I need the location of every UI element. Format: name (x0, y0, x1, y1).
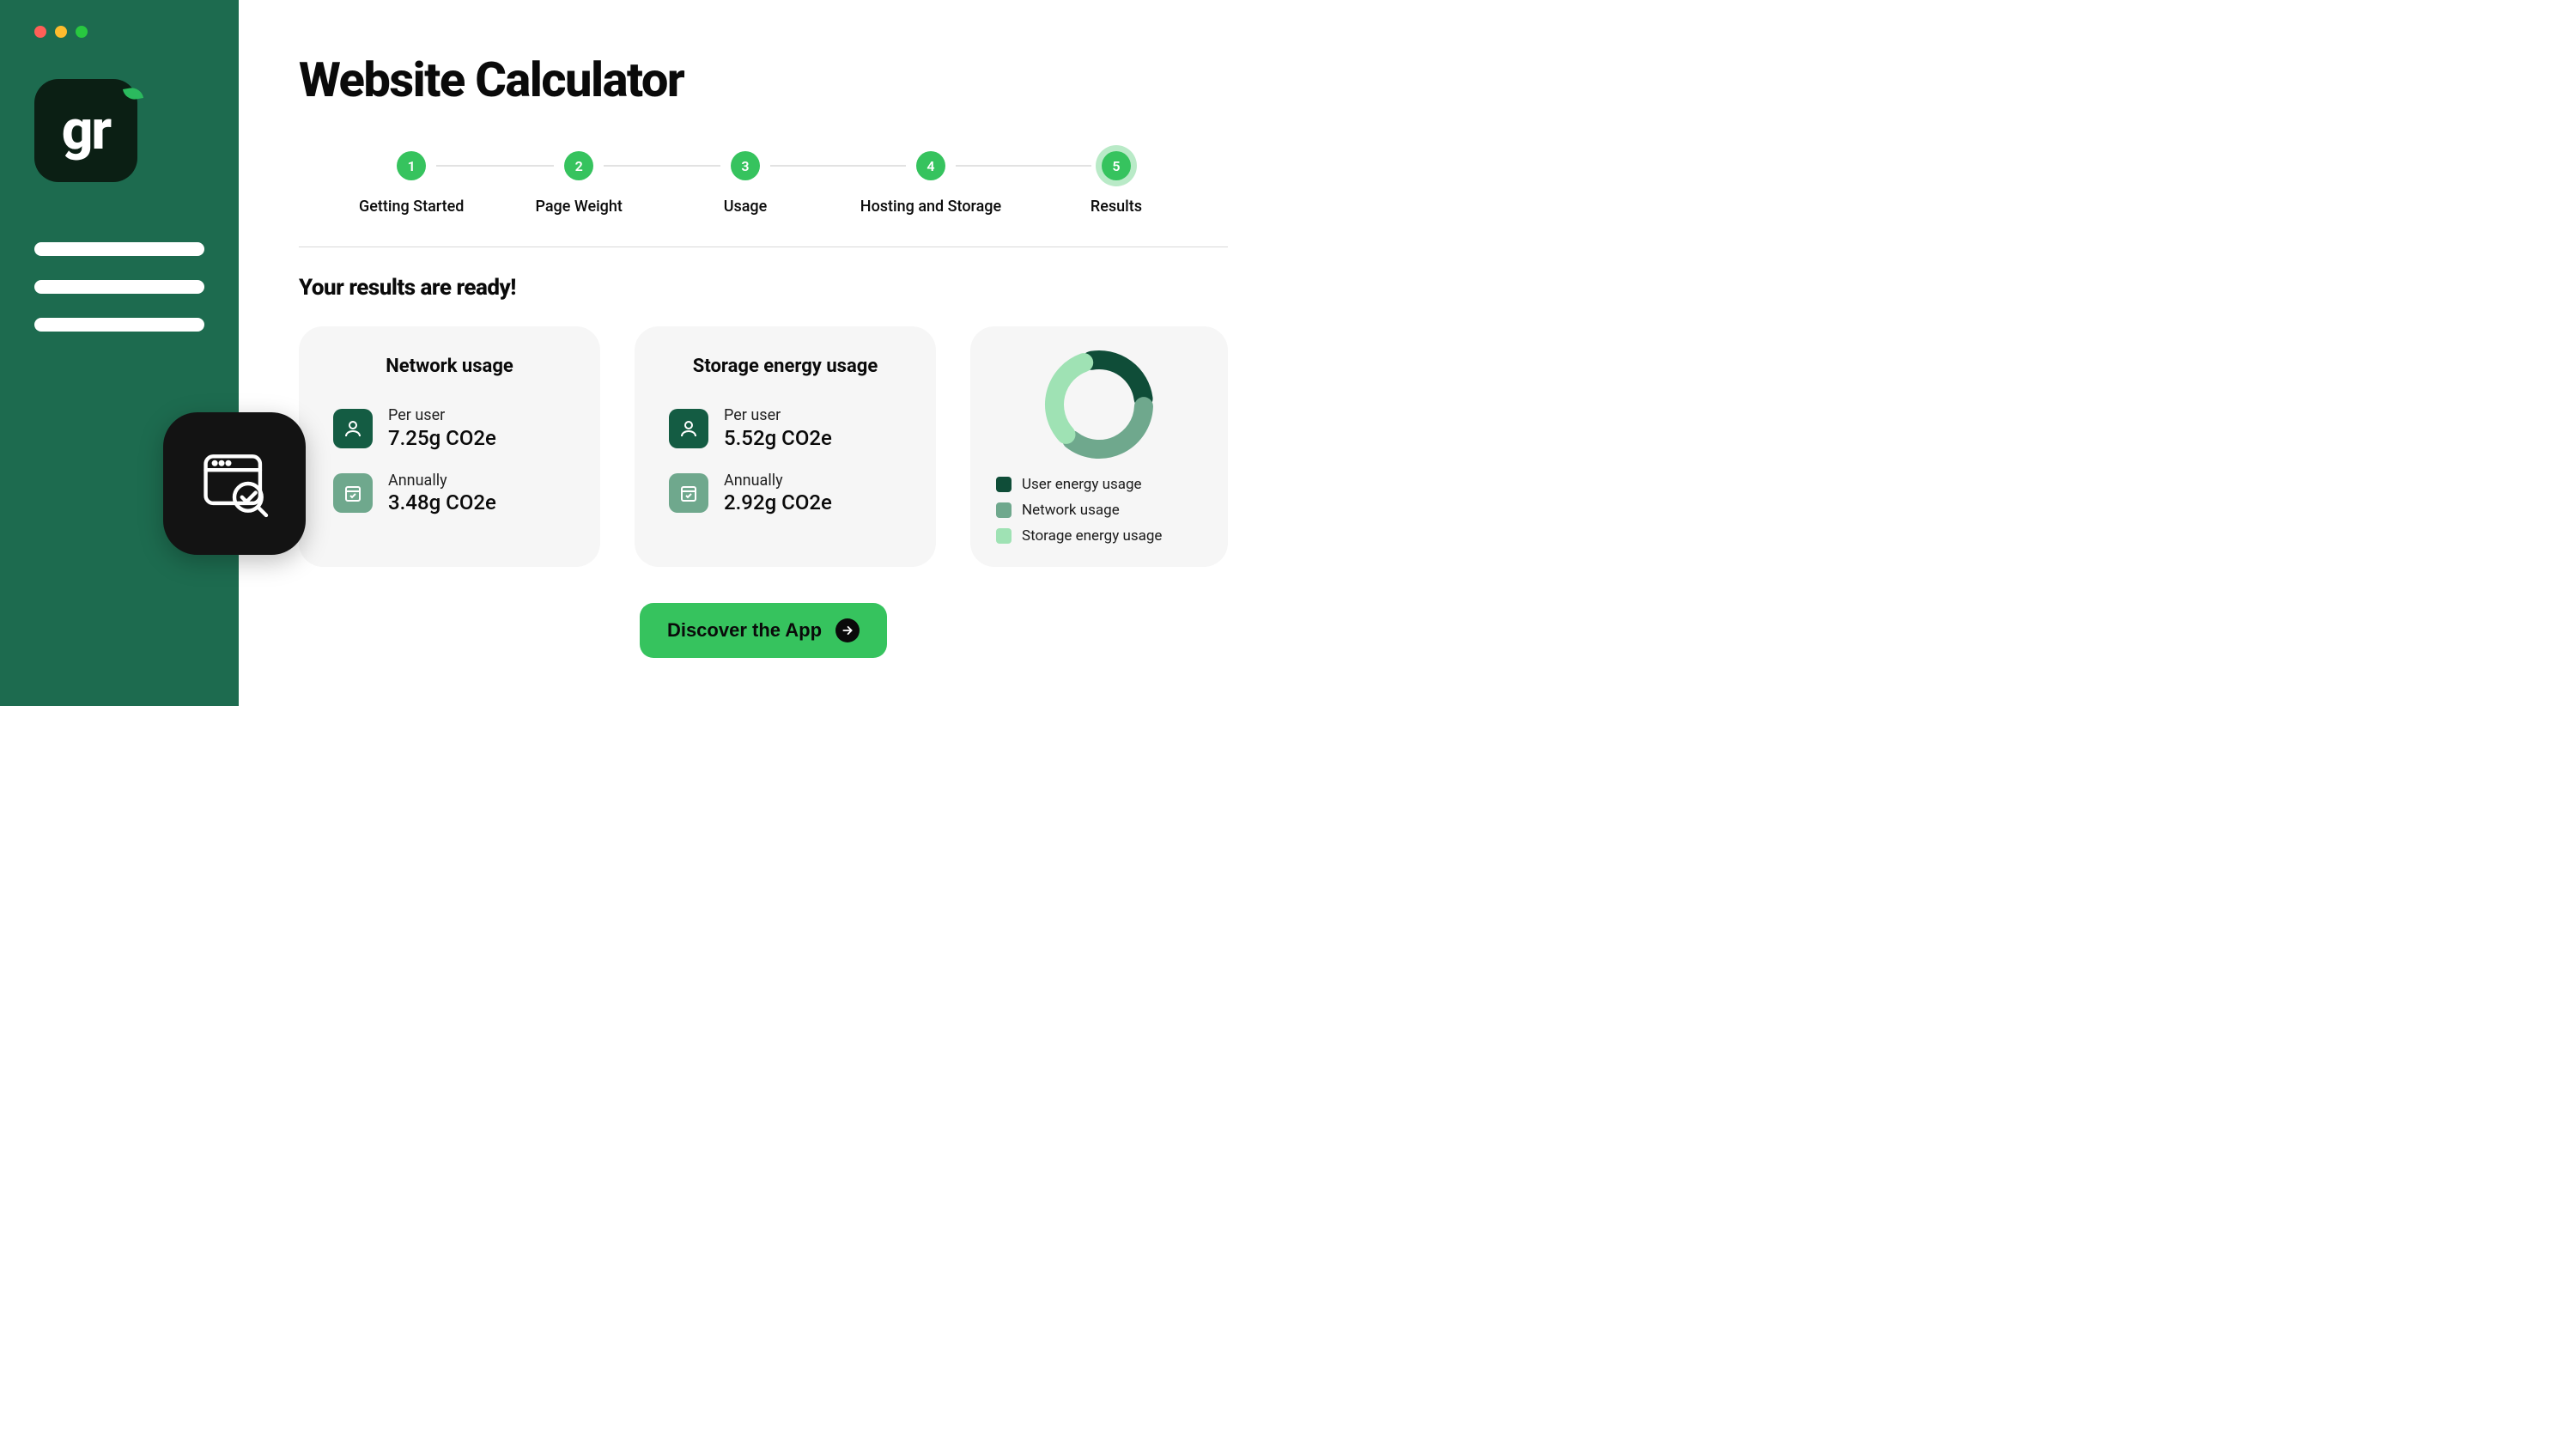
metric-label: Per user (724, 406, 832, 425)
card-title: Storage energy usage (669, 356, 902, 377)
cta-label: Discover the App (667, 619, 822, 642)
browser-check-icon-card (163, 412, 306, 555)
step-label: Getting Started (359, 198, 464, 216)
maximize-window-icon[interactable] (76, 26, 88, 38)
sidebar-item[interactable] (34, 318, 204, 332)
chart-legend: User energy usage Network usage Storage en… (993, 476, 1162, 545)
donut-segment (1091, 360, 1144, 399)
step-connector (604, 165, 720, 167)
metric-label: Per user (388, 406, 496, 425)
step-circle: 5 (1102, 151, 1131, 180)
step-label: Page Weight (535, 198, 622, 216)
legend-swatch (996, 502, 1012, 518)
card-title: Network usage (333, 356, 566, 377)
metric-value: 3.48g CO2e (388, 490, 496, 515)
user-icon (333, 409, 373, 448)
legend-label: Network usage (1022, 502, 1120, 519)
close-window-icon[interactable] (34, 26, 46, 38)
step-2[interactable]: 2 Page Weight (527, 151, 630, 216)
main-content: Website Calculator 1 Getting Started 2 Page… (239, 0, 1288, 706)
step-label: Results (1091, 198, 1142, 216)
legend-label: User energy usage (1022, 476, 1142, 493)
donut-segment (1072, 406, 1144, 449)
legend-swatch (996, 528, 1012, 544)
metric-label: Annually (724, 472, 832, 490)
step-3[interactable]: 3 Usage (694, 151, 797, 216)
step-connector (770, 165, 906, 167)
step-5[interactable]: 5 Results (1065, 151, 1168, 216)
donut-segment (1054, 362, 1084, 435)
leaf-icon (123, 86, 143, 101)
calendar-icon (333, 473, 373, 513)
arrow-right-icon (835, 618, 860, 642)
logo-text: gr (62, 103, 111, 158)
legend-swatch (996, 477, 1012, 492)
legend-item: Network usage (996, 502, 1162, 519)
app-window: gr Website Calculator 1 Getting Started 2 P… (0, 0, 1288, 706)
step-circle: 4 (916, 151, 945, 180)
page-title: Website Calculator (299, 52, 1228, 108)
metric-row: Annually 3.48g CO2e (333, 472, 566, 516)
metric-value: 5.52g CO2e (724, 425, 832, 451)
step-1[interactable]: 1 Getting Started (359, 151, 464, 216)
metric-row: Per user 7.25g CO2e (333, 406, 566, 451)
legend-item: User energy usage (996, 476, 1162, 493)
user-icon (669, 409, 708, 448)
window-traffic-lights (34, 26, 88, 38)
sidebar: gr (0, 0, 239, 706)
metric-value: 7.25g CO2e (388, 425, 496, 451)
metric-label: Annually (388, 472, 496, 490)
sidebar-item[interactable] (34, 280, 204, 294)
storage-usage-card: Storage energy usage Per user 5.52g CO2e (635, 326, 936, 567)
step-circle: 2 (564, 151, 593, 180)
metric-row: Annually 2.92g CO2e (669, 472, 902, 516)
step-4[interactable]: 4 Hosting and Storage (860, 151, 1001, 216)
metric-value: 2.92g CO2e (724, 490, 832, 515)
energy-breakdown-card: User energy usage Network usage Storage en… (970, 326, 1228, 567)
app-logo: gr (34, 79, 137, 182)
results-heading: Your results are ready! (299, 275, 1228, 301)
minimize-window-icon[interactable] (55, 26, 67, 38)
results-cards-row: Network usage Per user 7.25g CO2e (299, 326, 1228, 567)
calendar-icon (669, 473, 708, 513)
legend-item: Storage energy usage (996, 527, 1162, 545)
step-label: Usage (724, 198, 768, 216)
step-circle: 3 (731, 151, 760, 180)
network-usage-card: Network usage Per user 7.25g CO2e (299, 326, 600, 567)
legend-label: Storage energy usage (1022, 527, 1162, 545)
step-connector (436, 165, 554, 167)
discover-app-button[interactable]: Discover the App (640, 603, 887, 658)
metric-row: Per user 5.52g CO2e (669, 406, 902, 451)
browser-check-icon (197, 446, 272, 521)
step-connector (956, 165, 1091, 167)
sidebar-item[interactable] (34, 242, 204, 256)
progress-stepper: 1 Getting Started 2 Page Weight 3 Usage 4 Hosti… (299, 151, 1228, 247)
sidebar-menu (34, 242, 204, 332)
donut-chart (1043, 349, 1155, 460)
step-label: Hosting and Storage (860, 198, 1001, 216)
step-circle: 1 (397, 151, 426, 180)
